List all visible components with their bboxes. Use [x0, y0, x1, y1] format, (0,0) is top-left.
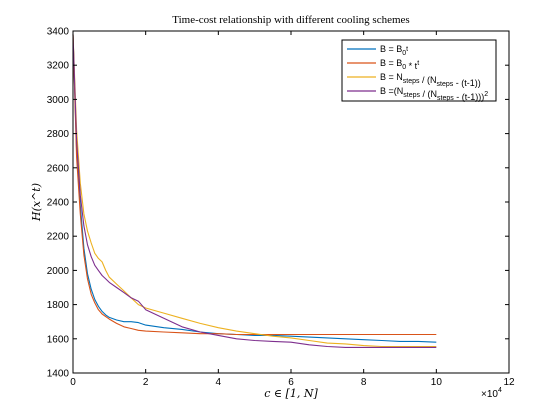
- x-tick-label: 0: [70, 377, 76, 388]
- x-axis-label: c ∈ [1, N]: [264, 387, 318, 400]
- series-line-2: [72, 34, 437, 336]
- chart-title: Time-cost relationship with different co…: [172, 14, 409, 26]
- legend-label-1: B = B0t: [380, 44, 408, 57]
- x-tick-label: 4: [216, 377, 222, 388]
- y-tick-label: 1600: [47, 334, 70, 345]
- x-tick-label: 2: [143, 377, 149, 388]
- x-tick-label: 10: [431, 377, 443, 388]
- x-tick-label: 6: [288, 377, 294, 388]
- y-tick-label: 3400: [47, 27, 70, 38]
- y-tick-label: 2600: [47, 163, 70, 174]
- series-line-1: [72, 34, 437, 343]
- series-lines: [72, 34, 437, 348]
- series-line-4: [72, 34, 437, 348]
- y-tick-label: 2200: [47, 232, 70, 243]
- y-axis-label: H(x^t): [30, 183, 43, 222]
- y-tick-label: 3200: [47, 61, 70, 72]
- legend-label-4: B =(Nsteps / (Nsteps - (t-1)))2: [380, 86, 488, 102]
- x-tick-label: 12: [503, 377, 515, 388]
- y-tick-label: 1400: [47, 369, 70, 380]
- axes-box: [72, 30, 510, 374]
- x-exponent-base: ×10: [481, 389, 498, 400]
- x-exponent-label: ×104: [481, 387, 502, 400]
- y-tick-label: 1800: [47, 300, 70, 311]
- y-tick-label: 3000: [47, 95, 70, 106]
- series-line-3: [72, 34, 437, 348]
- legend-label-3: B = Nsteps / (Nsteps - (t-1)): [380, 72, 481, 88]
- y-tick-label: 2000: [47, 266, 70, 277]
- x-tick-label: 8: [361, 377, 367, 388]
- x-exponent-power: 4: [498, 387, 502, 394]
- y-tick-label: 2800: [47, 129, 70, 140]
- y-tick-label: 2400: [47, 198, 70, 209]
- legend-label-2: B = B0 * tt: [380, 58, 419, 71]
